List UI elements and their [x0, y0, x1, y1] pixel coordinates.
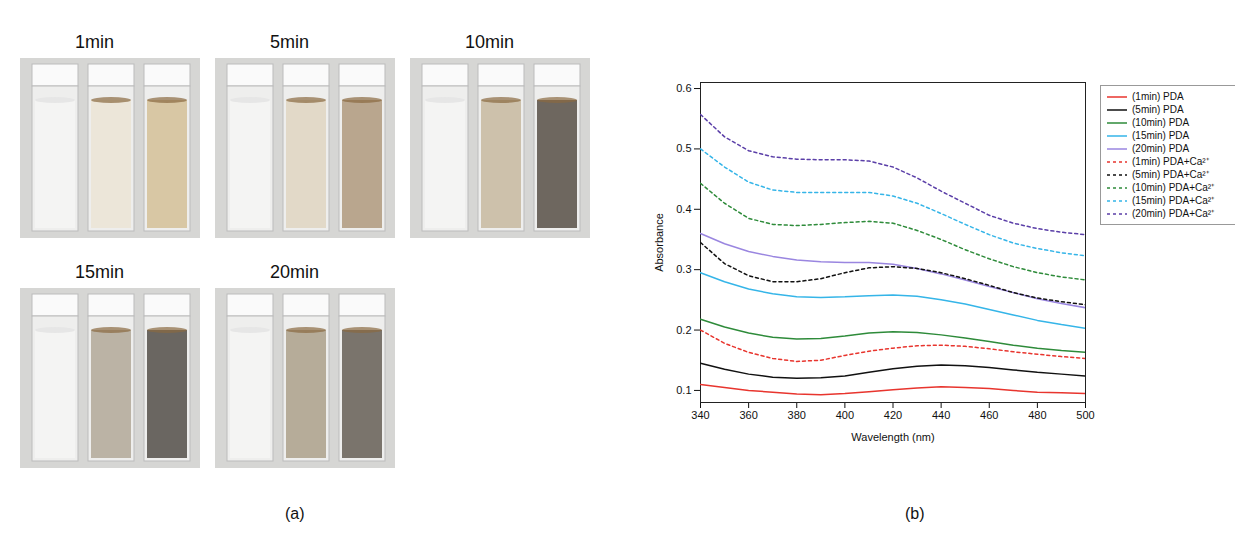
svg-text:440: 440 [932, 409, 950, 421]
svg-text:0.2: 0.2 [676, 324, 691, 336]
svg-text:420: 420 [884, 409, 902, 421]
svg-text:480: 480 [1028, 409, 1046, 421]
html-text:(a): (a) [285, 505, 305, 522]
svg-text:Wavelength (nm): Wavelength (nm) [851, 431, 934, 443]
svg-text:0.3: 0.3 [676, 263, 691, 275]
html-text:(5min) PDA+Ca²⁺: (5min) PDA+Ca²⁺ [1132, 169, 1209, 180]
svg-text:10min: 10min [465, 32, 514, 52]
svg-text:1min: 1min [75, 32, 114, 52]
html-text:(10min) PDA: (10min) PDA [1132, 117, 1190, 128]
svg-text:0.1: 0.1 [676, 384, 691, 396]
svg-text:0.4: 0.4 [676, 203, 691, 215]
svg-text:460: 460 [980, 409, 998, 421]
svg-text:15min: 15min [75, 262, 124, 282]
svg-text:5min: 5min [270, 32, 309, 52]
html-text:(20min) PDA: (20min) PDA [1132, 143, 1190, 154]
html-text:(10min) PDA+Ca²⁺: (10min) PDA+Ca²⁺ [1132, 182, 1215, 193]
svg-text:20min: 20min [270, 262, 319, 282]
svg-text:Absorbance: Absorbance [653, 213, 665, 272]
svg-text:340: 340 [691, 409, 709, 421]
svg-text:0.5: 0.5 [676, 142, 691, 154]
svg-text:380: 380 [788, 409, 806, 421]
svg-text:500: 500 [1076, 409, 1094, 421]
svg-text:400: 400 [836, 409, 854, 421]
html-text:(20min) PDA+Ca²⁺: (20min) PDA+Ca²⁺ [1132, 208, 1215, 219]
html-text:(15min) PDA: (15min) PDA [1132, 130, 1190, 141]
html-text:(1min) PDA+Ca²⁺: (1min) PDA+Ca²⁺ [1132, 156, 1209, 167]
svg-text:360: 360 [739, 409, 757, 421]
html-text:(1min) PDA: (1min) PDA [1132, 91, 1184, 102]
svg-text:0.6: 0.6 [676, 82, 691, 94]
html-text:(b): (b) [905, 505, 925, 522]
html-text:(5min) PDA: (5min) PDA [1132, 104, 1184, 115]
html-text:(15min) PDA+Ca²⁺: (15min) PDA+Ca²⁺ [1132, 195, 1215, 206]
